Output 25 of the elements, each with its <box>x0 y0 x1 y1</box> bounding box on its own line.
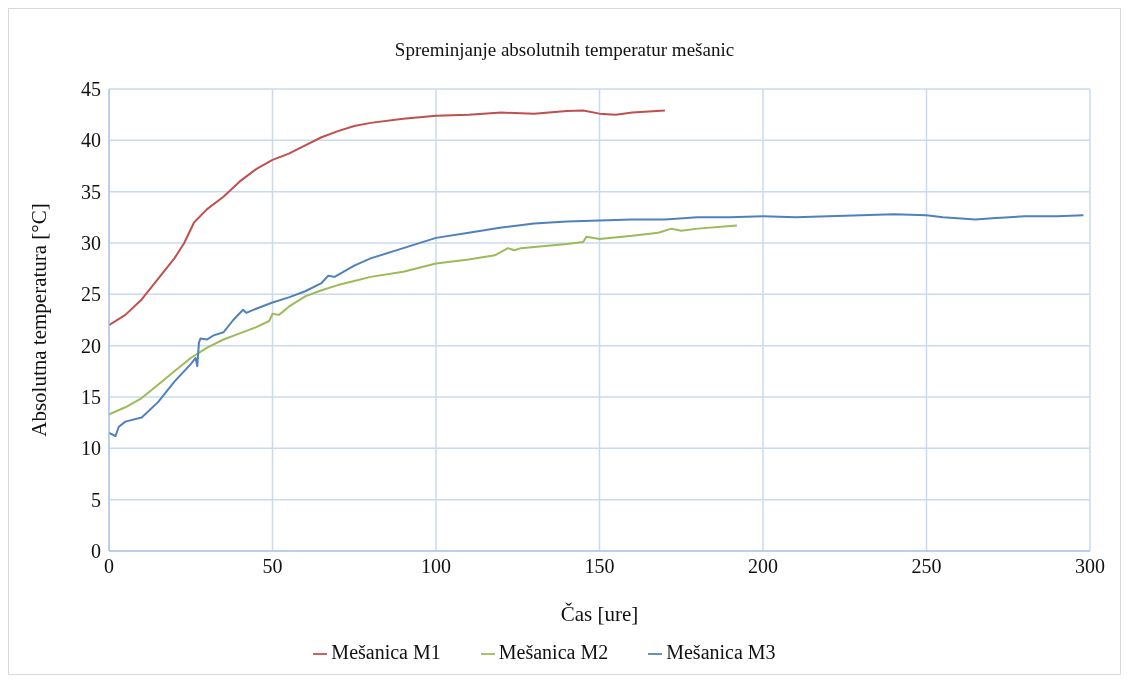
y-tick-label: 30 <box>81 232 101 255</box>
x-tick-label: 300 <box>1075 555 1105 578</box>
y-tick-label: 40 <box>81 129 101 152</box>
chart-title: Spreminjanje absolutnih temperatur mešanic <box>393 39 736 61</box>
y-tick-label: 10 <box>81 437 101 460</box>
line-series <box>109 224 738 416</box>
y-tick-label: 35 <box>81 180 101 203</box>
line-series <box>109 109 666 327</box>
legend-label: Mešanica M3 <box>666 641 776 663</box>
y-tick-label: 45 <box>81 78 101 101</box>
y-tick-label: 25 <box>81 283 101 306</box>
x-axis-title: Čas [ure] <box>560 602 639 626</box>
x-tick-label: 200 <box>748 555 778 578</box>
x-tick-label: 250 <box>911 555 942 578</box>
x-tick-label: 50 <box>262 555 283 578</box>
y-axis-title: Absolutna temperatura [°C] <box>27 203 52 437</box>
y-tick-label: 15 <box>81 386 101 409</box>
y-tick-label: 5 <box>91 488 101 511</box>
x-tick-label: 100 <box>421 555 451 578</box>
line-series <box>109 213 1085 438</box>
legend-label: Mešanica M2 <box>498 641 609 663</box>
y-tick-label: 0 <box>91 540 101 563</box>
legend-label: Mešanica M1 <box>331 641 441 663</box>
y-tick-label: 20 <box>81 334 101 357</box>
x-tick-label: 150 <box>584 555 615 578</box>
